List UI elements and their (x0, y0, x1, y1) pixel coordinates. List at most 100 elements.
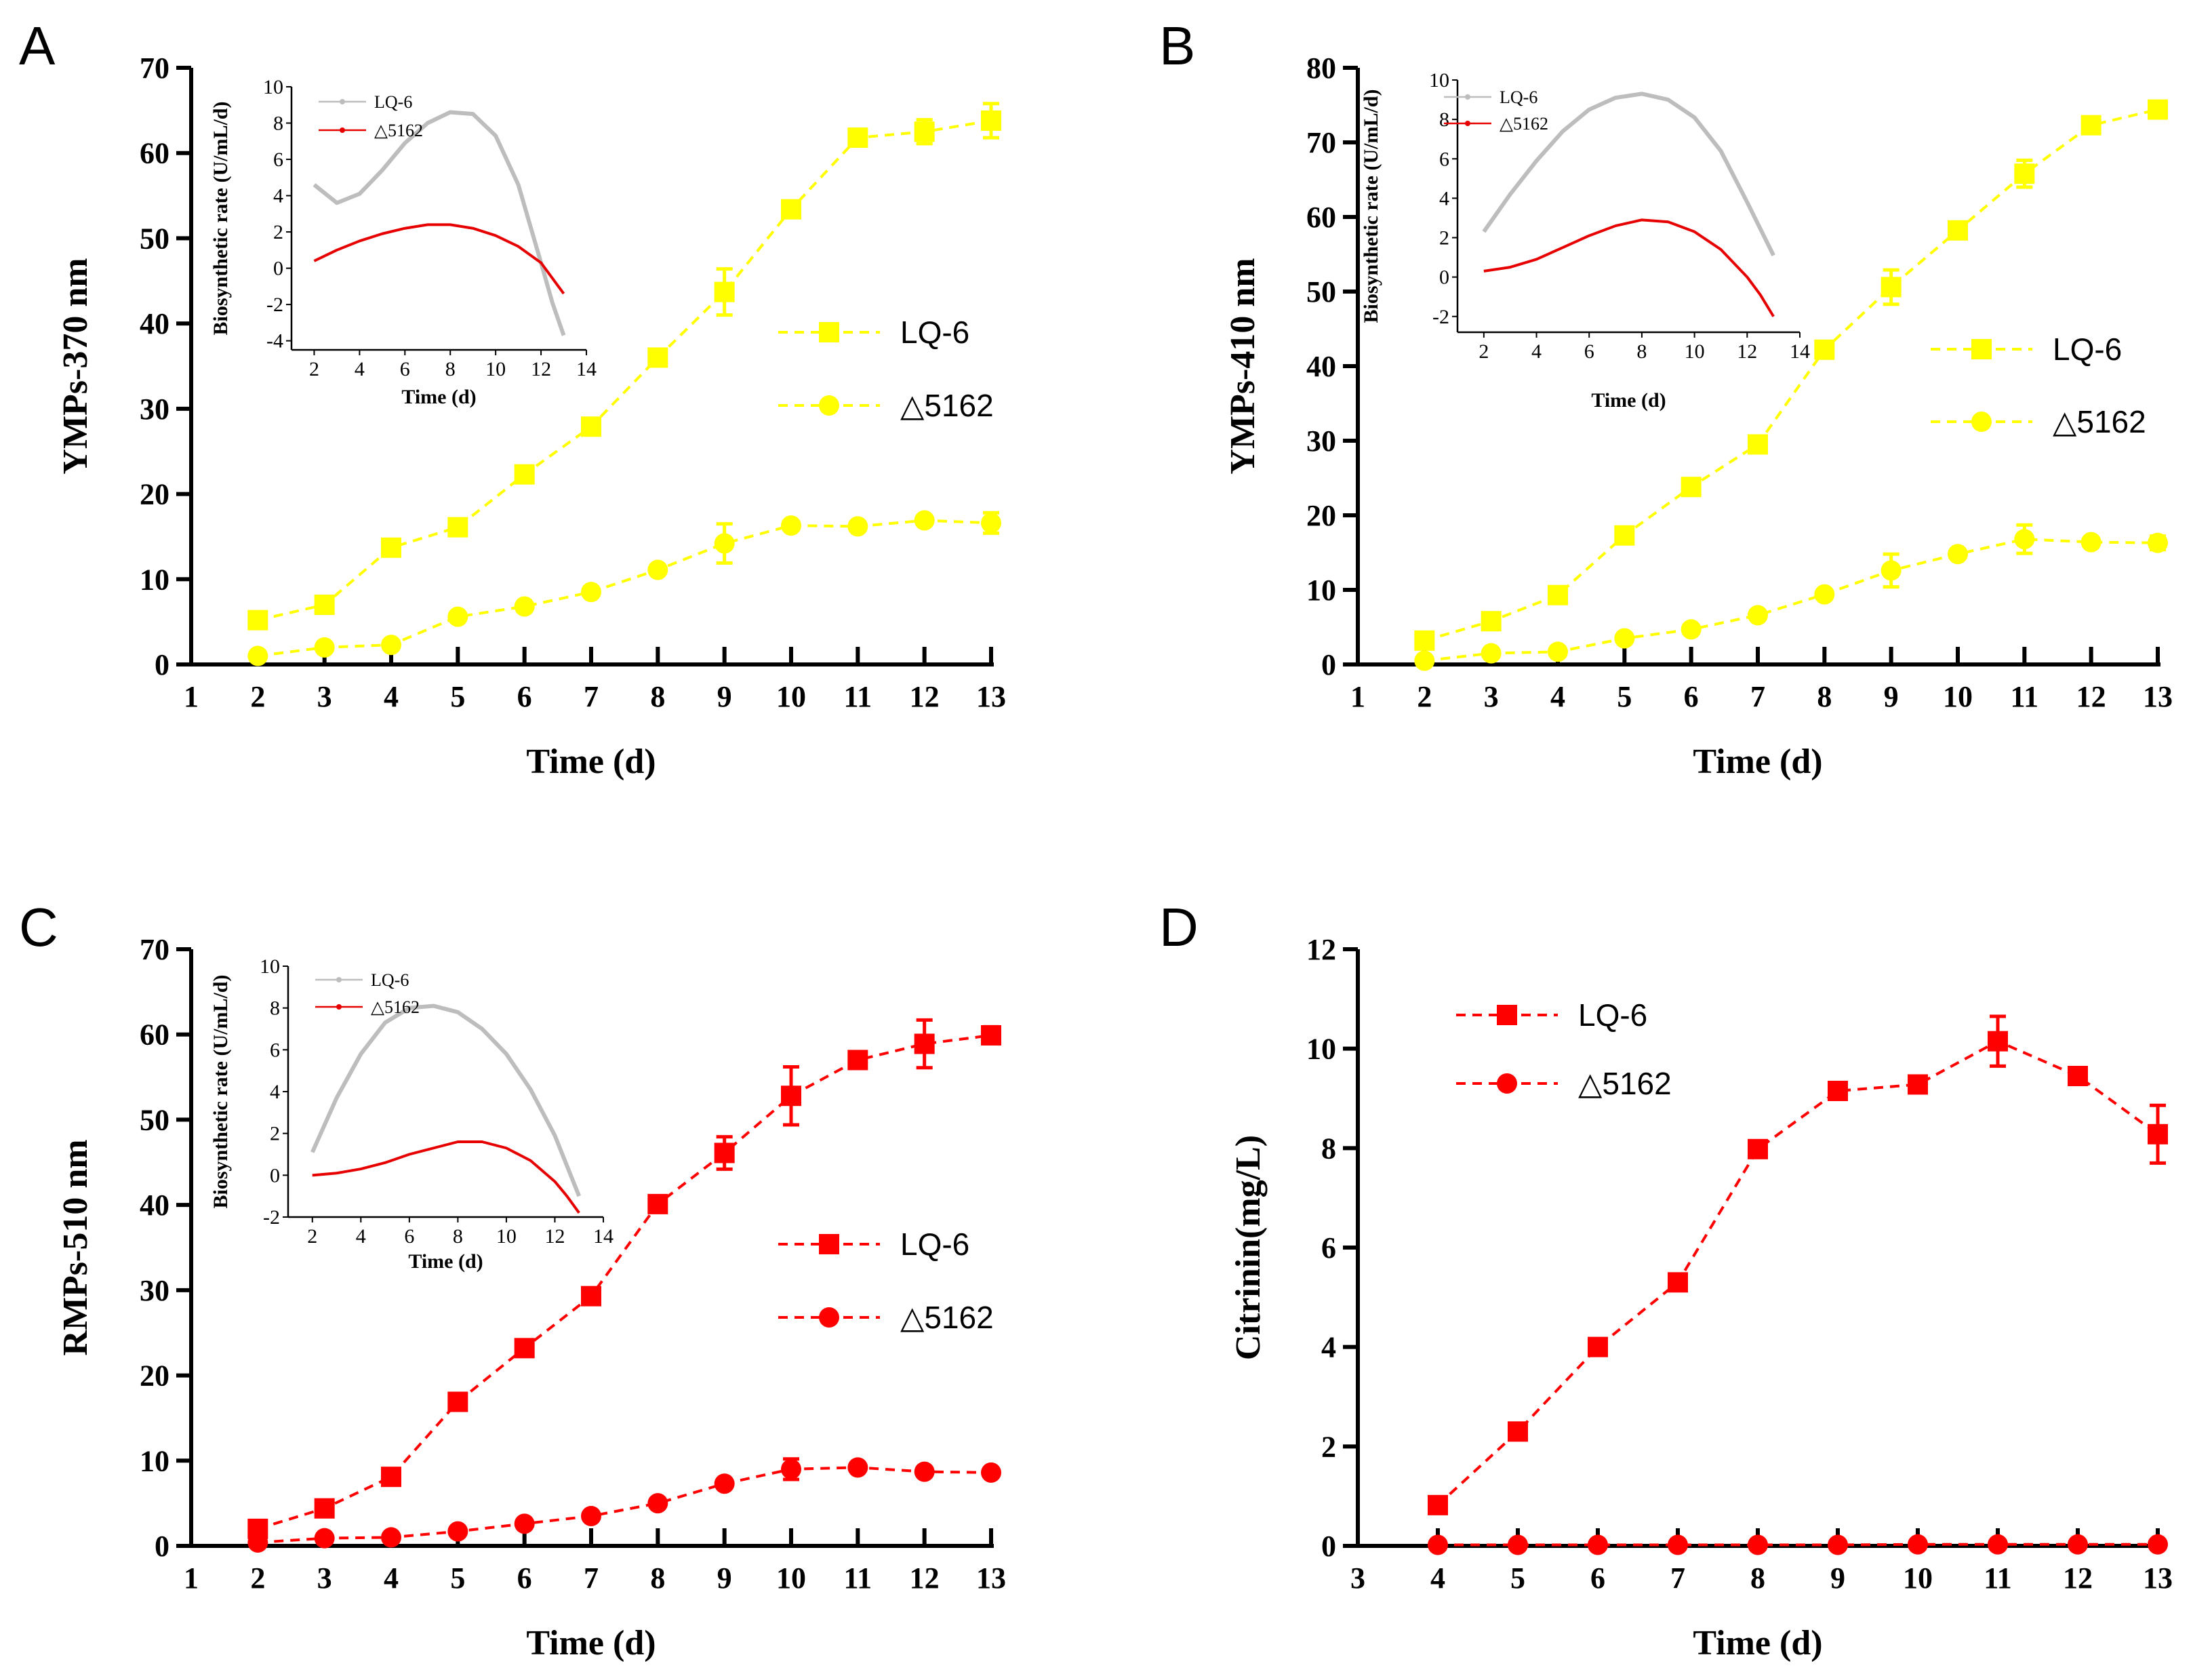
data-point (447, 1391, 468, 1412)
data-point (1814, 584, 1835, 605)
inset-x-tick-label: 2 (309, 358, 319, 380)
data-point (914, 1461, 935, 1482)
data-point (2148, 532, 2168, 553)
inset-legend-label: △5162 (1500, 114, 1548, 134)
data-point (981, 1024, 1001, 1046)
series-delta-5162 (1428, 1534, 2168, 1555)
series-line (257, 1033, 992, 1530)
y-axis-title: RMPs-510 nm (56, 1139, 95, 1355)
data-point (647, 559, 668, 580)
y-tick-label: 0 (1321, 648, 1336, 681)
series-lq-6 (1428, 1014, 2168, 1515)
data-point (847, 1457, 868, 1478)
x-tick-label: 10 (776, 1561, 806, 1595)
x-tick-label: 5 (1617, 680, 1632, 713)
x-tick-label: 1 (1350, 680, 1365, 713)
x-tick-label: 4 (1550, 680, 1565, 713)
inset-x-tick-label: 2 (1479, 340, 1489, 363)
x-tick-label: 8 (650, 1561, 665, 1595)
data-point (2148, 1123, 2168, 1144)
data-point (781, 1086, 801, 1107)
inset-legend-label: LQ-6 (374, 92, 412, 112)
data-point (2068, 1534, 2088, 1555)
data-point (1508, 1421, 1528, 1442)
data-point (514, 1338, 535, 1359)
y-tick-label: 70 (140, 933, 169, 966)
series-lq-6 (1414, 99, 2168, 651)
data-point (1748, 434, 1768, 455)
y-tick-label: 70 (140, 52, 169, 85)
inset-x-tick-label: 10 (496, 1225, 517, 1248)
data-point (381, 635, 401, 656)
data-point (447, 517, 468, 538)
inset-y-tick-label: 2 (273, 221, 283, 243)
x-tick-label: 6 (1684, 680, 1699, 713)
data-point (1668, 1534, 1688, 1555)
inset-y-tick-label: 0 (1439, 266, 1449, 289)
x-tick-label: 7 (1750, 680, 1765, 713)
legend-marker (1497, 1005, 1517, 1025)
x-tick-label: 5 (1510, 1561, 1525, 1595)
data-point (1414, 630, 1435, 651)
data-point (1828, 1534, 1848, 1555)
inset-y-tick-label: 8 (273, 113, 283, 135)
data-point (1748, 1138, 1768, 1159)
legend-item: LQ-6 (778, 1227, 969, 1262)
inset-y-axis-title: Biosynthetic rate (U/mL/d) (209, 975, 232, 1209)
series-line (258, 519, 992, 658)
data-point (1948, 220, 1968, 241)
legend-item: LQ-6 (778, 315, 969, 350)
legend-label: LQ-6 (1578, 997, 1647, 1033)
data-point (1588, 1534, 1608, 1555)
data-point (1508, 1534, 1528, 1555)
x-tick-label: 9 (717, 1561, 732, 1595)
inset-x-tick-label: 6 (400, 358, 410, 380)
x-tick-label: 1 (184, 1561, 199, 1595)
series-line (1436, 1039, 2159, 1507)
data-point (1481, 643, 1502, 664)
inset-y-tick-label: 6 (273, 148, 283, 171)
data-point (714, 533, 735, 554)
inset-background (1457, 80, 1800, 332)
panel-letter: B (1159, 16, 1195, 76)
inset-legend-marker (1465, 94, 1470, 100)
legend-label: △5162 (2053, 404, 2146, 439)
data-point (1428, 1494, 1448, 1515)
legend-marker (819, 395, 839, 416)
inset-x-tick-label: 6 (404, 1225, 414, 1248)
panel-letter: D (1159, 897, 1199, 957)
x-tick-label: 11 (844, 1561, 872, 1595)
legend-item: △5162 (778, 1300, 994, 1335)
data-point (781, 1458, 801, 1479)
y-tick-label: 10 (1306, 1033, 1336, 1066)
data-point (1588, 1336, 1608, 1357)
y-axis-title: YMPs-410 nm (1224, 258, 1262, 474)
inset-chart: -2 0 2 4 6 8 10 2 4 6 8 10 12 14 Time (d) Biosynthetic … (209, 955, 614, 1273)
data-point (714, 281, 735, 302)
panel-letter: A (19, 16, 56, 76)
y-tick-label: 30 (1306, 424, 1336, 458)
x-tick-label: 3 (317, 680, 332, 713)
data-point (247, 610, 268, 631)
inset-legend-marker (336, 1004, 342, 1010)
y-tick-label: 50 (140, 222, 169, 255)
data-point (514, 464, 535, 485)
data-point (581, 1506, 601, 1526)
x-tick-label: 8 (1817, 680, 1832, 713)
inset-y-tick-label: 6 (270, 1039, 280, 1061)
x-tick-label: 10 (1903, 1561, 1933, 1595)
x-tick-label: 4 (384, 680, 399, 713)
inset-legend-marker (336, 977, 342, 982)
data-point (581, 416, 601, 437)
x-axis-title: Time (d) (526, 1624, 656, 1663)
data-point (381, 537, 401, 558)
inset-y-tick-label: 2 (1439, 227, 1449, 250)
y-tick-label: 20 (140, 1359, 169, 1393)
inset-legend-label: LQ-6 (1500, 87, 1537, 107)
inset-x-tick-label: 4 (356, 1225, 366, 1248)
x-tick-label: 7 (584, 1561, 599, 1595)
y-tick-label: 2 (1321, 1430, 1336, 1463)
inset-x-tick-label: 10 (1685, 340, 1705, 363)
data-point (2014, 529, 2035, 550)
